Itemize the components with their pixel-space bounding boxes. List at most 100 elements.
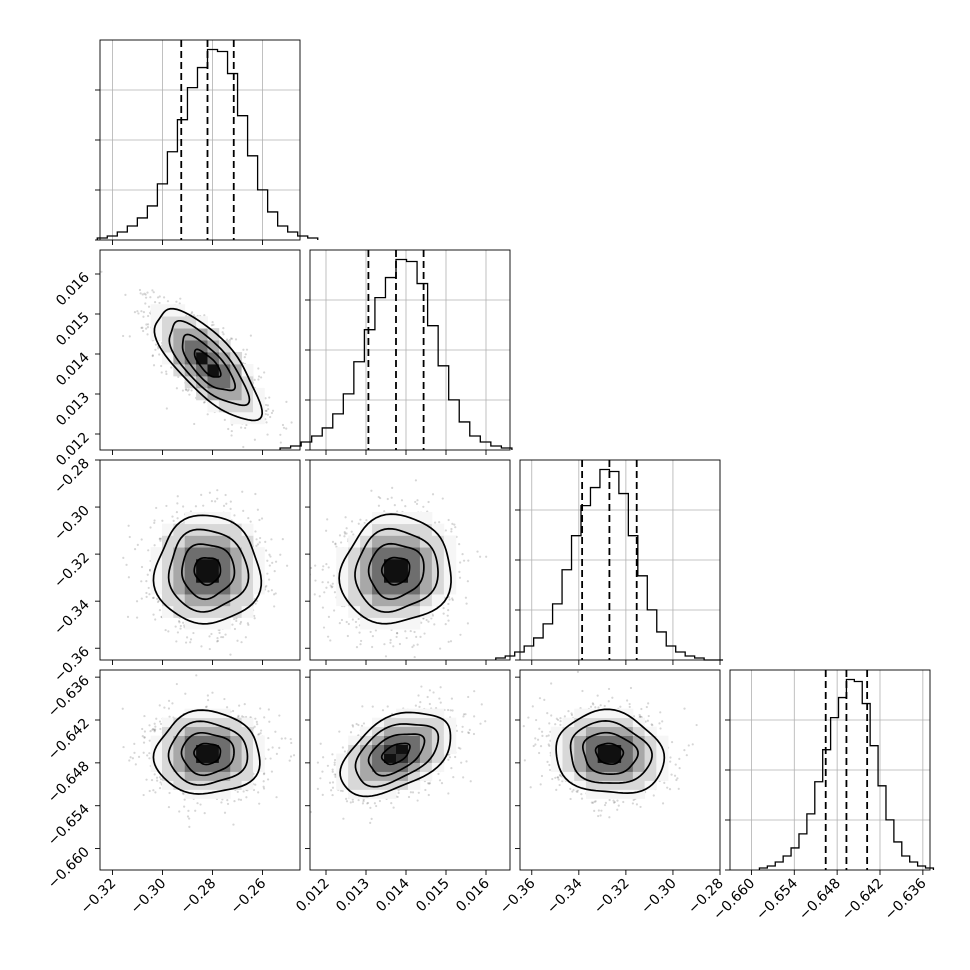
scatter-point <box>137 312 140 315</box>
scatter-point <box>447 619 450 622</box>
density-bin <box>241 594 254 607</box>
density-bin <box>184 375 197 389</box>
scatter-point <box>365 519 368 522</box>
scatter-point <box>235 617 238 620</box>
scatter-point <box>128 535 131 539</box>
scatter-point <box>256 543 260 546</box>
scatter-point <box>216 637 219 640</box>
scatter-point <box>258 541 261 544</box>
scatter-point <box>239 620 243 624</box>
histogram-panel-2 <box>495 459 724 661</box>
density-bin <box>241 582 254 595</box>
density-bin <box>218 511 231 525</box>
scatter-point <box>146 573 149 576</box>
scatter-point <box>351 618 354 621</box>
scatter-point <box>350 530 353 533</box>
scatter-point <box>140 580 143 583</box>
scatter-point <box>338 622 341 625</box>
scatter-point <box>122 556 125 559</box>
scatter-point <box>458 570 461 573</box>
scatter-point <box>327 566 330 569</box>
scatter-point <box>178 302 181 305</box>
scatter-point <box>281 538 284 541</box>
density-bin <box>196 352 208 365</box>
scatter-point <box>142 311 146 314</box>
contour-line-1-0-0 <box>193 348 222 378</box>
scatter-content-2-0 <box>122 489 289 656</box>
scatter-point <box>234 338 238 341</box>
density-bin <box>218 399 231 413</box>
scatter-point <box>269 555 272 558</box>
scatter-point <box>345 527 348 530</box>
scatter-point <box>285 564 289 567</box>
scatter-point <box>200 493 203 496</box>
scatter-point <box>222 333 225 336</box>
scatter-point <box>182 505 185 508</box>
density-bin <box>230 375 243 389</box>
scatter-point <box>270 411 274 415</box>
density-bin <box>196 364 208 377</box>
scatter-point <box>290 421 293 424</box>
histogram-step-1 <box>279 258 513 450</box>
scatter-point <box>447 602 450 606</box>
scatter-point <box>285 400 288 403</box>
scatter-point <box>423 663 425 665</box>
scatter-point <box>158 301 161 305</box>
scatter-point <box>264 397 267 400</box>
scatter-point <box>152 364 156 367</box>
scatter-point <box>184 641 188 644</box>
scatter-point <box>393 504 396 507</box>
scatter-point <box>257 367 260 370</box>
scatter-point <box>330 586 333 589</box>
scatter-point <box>383 510 386 513</box>
histogram-step-0 <box>96 48 319 240</box>
density-bin <box>218 352 231 365</box>
scatter-point <box>140 326 143 329</box>
scatter-point <box>160 364 163 368</box>
density-bin <box>207 570 220 583</box>
scatter-point <box>222 504 226 507</box>
scatter-point <box>325 563 328 566</box>
scatter-point <box>363 521 366 525</box>
scatter-point <box>329 639 332 642</box>
scatter-point <box>191 311 194 314</box>
density-bin <box>184 547 197 560</box>
scatter-point <box>176 631 180 634</box>
scatter-point <box>136 543 139 546</box>
scatter-point <box>230 429 233 433</box>
scatter-point <box>235 619 238 623</box>
scatter-point <box>322 626 326 629</box>
scatter-point <box>208 635 211 638</box>
scatter-point <box>255 538 258 541</box>
density-bin <box>173 340 186 353</box>
scatter-point <box>230 337 234 340</box>
scatter-point <box>154 348 157 351</box>
scatter-point <box>377 504 381 507</box>
scatter-point <box>133 548 137 551</box>
scatter-point <box>266 433 269 436</box>
scatter-point <box>183 521 186 524</box>
scatter-point <box>140 310 143 313</box>
scatter-point <box>167 630 170 633</box>
scatter-point <box>444 623 447 626</box>
scatter-point <box>158 537 161 541</box>
contour-line-1-0-2 <box>168 319 251 407</box>
scatter-point <box>151 354 154 357</box>
scatter-point <box>405 636 408 640</box>
scatter-point <box>265 421 268 424</box>
scatter-point <box>400 499 404 502</box>
scatter-point <box>242 509 245 512</box>
scatter-point <box>151 289 154 292</box>
histogram-panel-1 <box>279 249 513 451</box>
scatter-point <box>268 396 271 399</box>
scatter-point <box>176 517 179 520</box>
scatter-point <box>459 561 462 564</box>
scatter-point <box>327 581 330 584</box>
density-bin <box>173 605 186 618</box>
scatter-point <box>253 438 256 441</box>
scatter-point <box>266 413 269 416</box>
scatter-point <box>140 538 143 541</box>
scatter-point <box>224 493 227 497</box>
scatter-point <box>254 602 257 605</box>
density-bin <box>207 340 220 353</box>
